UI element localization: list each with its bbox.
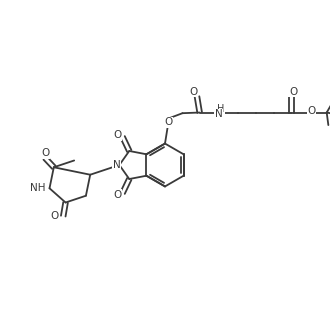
- Text: H: H: [217, 104, 224, 114]
- Text: O: O: [307, 106, 315, 116]
- Text: O: O: [41, 148, 49, 158]
- Text: O: O: [51, 211, 59, 221]
- Text: N: N: [215, 109, 223, 119]
- Text: N: N: [113, 160, 120, 170]
- Text: O: O: [114, 130, 122, 141]
- Text: O: O: [289, 87, 297, 97]
- Text: O: O: [114, 189, 122, 200]
- Text: O: O: [164, 117, 172, 127]
- Text: O: O: [190, 87, 198, 97]
- Text: NH: NH: [30, 183, 46, 193]
